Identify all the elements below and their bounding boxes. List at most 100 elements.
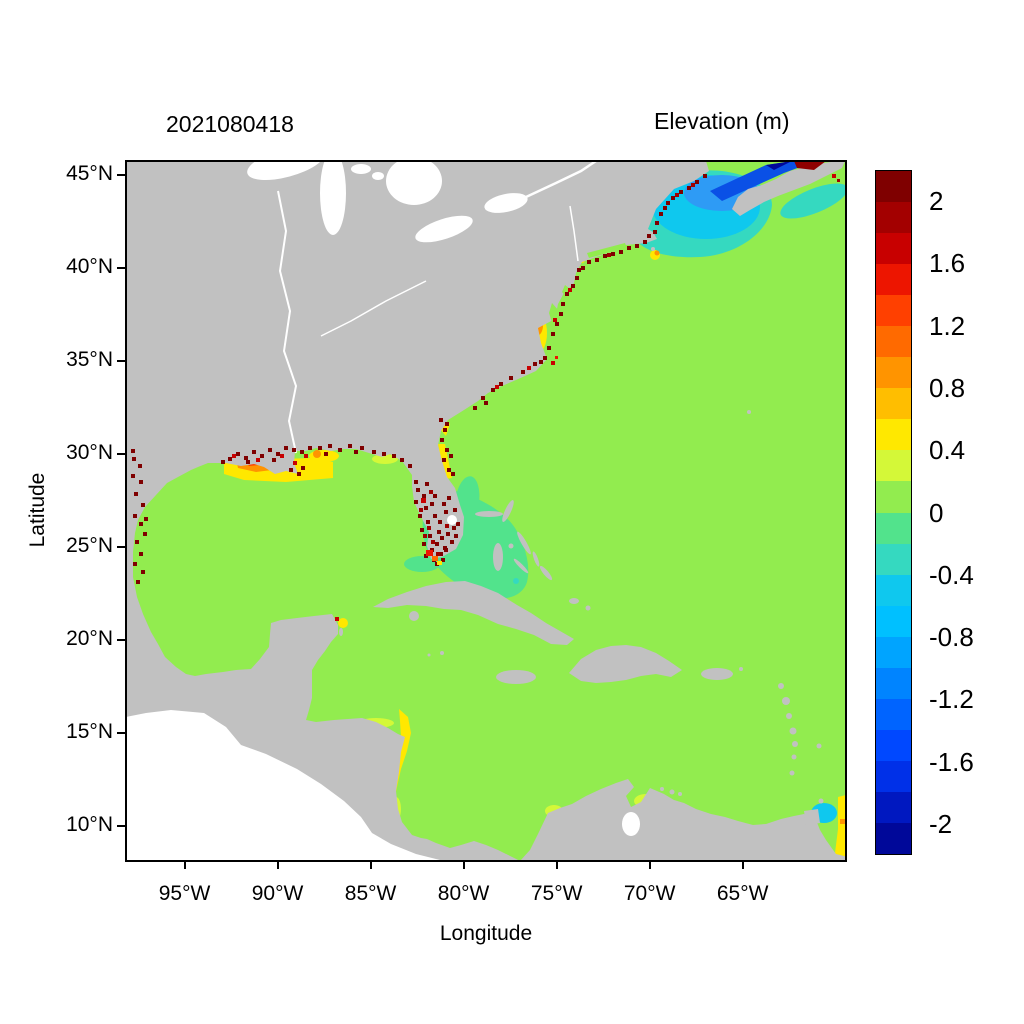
trinidad — [804, 809, 820, 825]
lesser-antilles — [660, 667, 824, 825]
x-tick-mark — [369, 861, 372, 869]
y-tick-label: 45°N — [66, 161, 113, 185]
colorbar-segment — [876, 729, 911, 761]
y-tick-label: 40°N — [66, 254, 113, 278]
y-tick-mark — [117, 173, 125, 176]
x-tick-mark — [276, 861, 279, 869]
x-tick-label: 85°W — [344, 882, 397, 905]
nodata-layer — [126, 161, 640, 861]
plot-border — [126, 161, 846, 861]
colorbar-segment — [876, 512, 911, 544]
bermuda — [747, 410, 751, 414]
x-tick-mark — [462, 861, 465, 869]
lake-ontario — [484, 193, 528, 213]
colorbar-tick-label: 1.2 — [929, 310, 966, 341]
colorbar-segment — [876, 760, 911, 792]
x-tick-label: 80°W — [437, 882, 490, 905]
colorbar-tick-label: -0.4 — [929, 559, 974, 590]
lake-huron — [386, 161, 442, 205]
pacific-nodata-region — [126, 710, 444, 861]
colorbar-segment — [876, 543, 911, 575]
x-tick-mark — [183, 861, 186, 869]
map-plot-area — [125, 160, 847, 862]
lake-superior — [247, 161, 325, 181]
colorbar — [875, 170, 912, 855]
elevation-map — [126, 161, 846, 861]
colorbar-segment — [876, 233, 911, 265]
cuba — [373, 581, 574, 645]
colorbar-segment — [876, 636, 911, 668]
cozumel — [339, 628, 343, 636]
lake-maracaibo — [622, 812, 640, 836]
speckles-dark-red — [131, 174, 707, 584]
colorbar-tick-label: -2 — [929, 808, 953, 839]
y-tick-label: 25°N — [66, 534, 113, 558]
speckles-red2 — [419, 183, 695, 556]
hispaniola — [569, 645, 682, 683]
colorbar-tick-label: 2 — [929, 186, 944, 217]
colorbar-segment — [876, 822, 911, 855]
colorbar-segment — [876, 357, 911, 389]
y-tick-mark — [117, 732, 125, 735]
y-tick-mark — [117, 825, 125, 828]
colorbar-segment — [876, 202, 911, 234]
grand-cayman — [440, 651, 444, 655]
y-tick-label: 20°N — [66, 627, 113, 651]
y-tick-mark — [117, 266, 125, 269]
land-layer — [126, 161, 846, 861]
colorbar-tick-label: 0.8 — [929, 372, 966, 403]
lake-erie — [415, 215, 473, 243]
y-tick-label: 10°N — [66, 813, 113, 837]
x-tick-label: 70°W — [623, 882, 676, 905]
colorbar-tick-label: 1.6 — [929, 248, 966, 279]
y-tick-label: 35°N — [66, 348, 113, 372]
colorbar-tick-label: 0.4 — [929, 435, 966, 466]
x-tick-label: 65°W — [716, 882, 769, 905]
colorbar-segment — [876, 667, 911, 699]
x-tick-mark — [648, 861, 651, 869]
x-tick-label: 90°W — [251, 882, 304, 905]
colorbar-title: Elevation (m) — [654, 108, 790, 134]
south-america-landmass — [491, 779, 846, 861]
colorbar-tick-label: -1.6 — [929, 746, 974, 777]
speckles-red3 — [232, 288, 572, 621]
bay-of-fundy-wedge — [710, 161, 816, 201]
islands-layer — [339, 161, 845, 825]
colorbar-segment — [876, 481, 911, 513]
cancun-patch — [338, 618, 348, 628]
colorbar-segment — [876, 698, 911, 730]
y-tick-mark — [117, 546, 125, 549]
x-tick-mark — [741, 861, 744, 869]
rivers — [277, 161, 597, 454]
puerto-rico — [701, 668, 733, 680]
colorbar-segment — [876, 419, 911, 451]
colorbar-segment — [876, 264, 911, 296]
colorbar-segment — [876, 171, 911, 203]
north-america-landmass — [126, 161, 709, 861]
colorbar-tick-label: 0 — [929, 497, 944, 528]
colorbar-segment — [876, 388, 911, 420]
y-tick-mark — [117, 453, 125, 456]
colorbar-segment — [876, 574, 911, 606]
datetime-title: 2021080418 — [166, 111, 294, 137]
y-tick-label: 30°N — [66, 441, 113, 465]
bahamas-islands — [475, 500, 591, 611]
surge-speckle-layer — [131, 161, 840, 621]
colorbar-segment — [876, 605, 911, 637]
colorbar-tick-label: -1.2 — [929, 684, 974, 715]
lake-okeechobee — [447, 515, 457, 525]
y-tick-mark — [117, 639, 125, 642]
y-tick-mark — [117, 360, 125, 363]
lake-michigan — [320, 161, 346, 235]
colorbar-segment — [876, 326, 911, 358]
jamaica — [496, 670, 536, 684]
colorbar-segment — [876, 791, 911, 823]
x-tick-mark — [555, 861, 558, 869]
colorbar-tick-label: -0.8 — [929, 622, 974, 653]
y-tick-label: 15°N — [66, 720, 113, 744]
colorbar-segment — [876, 295, 911, 327]
nova-scotia — [732, 161, 845, 216]
minas-basin-high — [794, 161, 826, 170]
x-tick-label: 95°W — [158, 882, 211, 905]
